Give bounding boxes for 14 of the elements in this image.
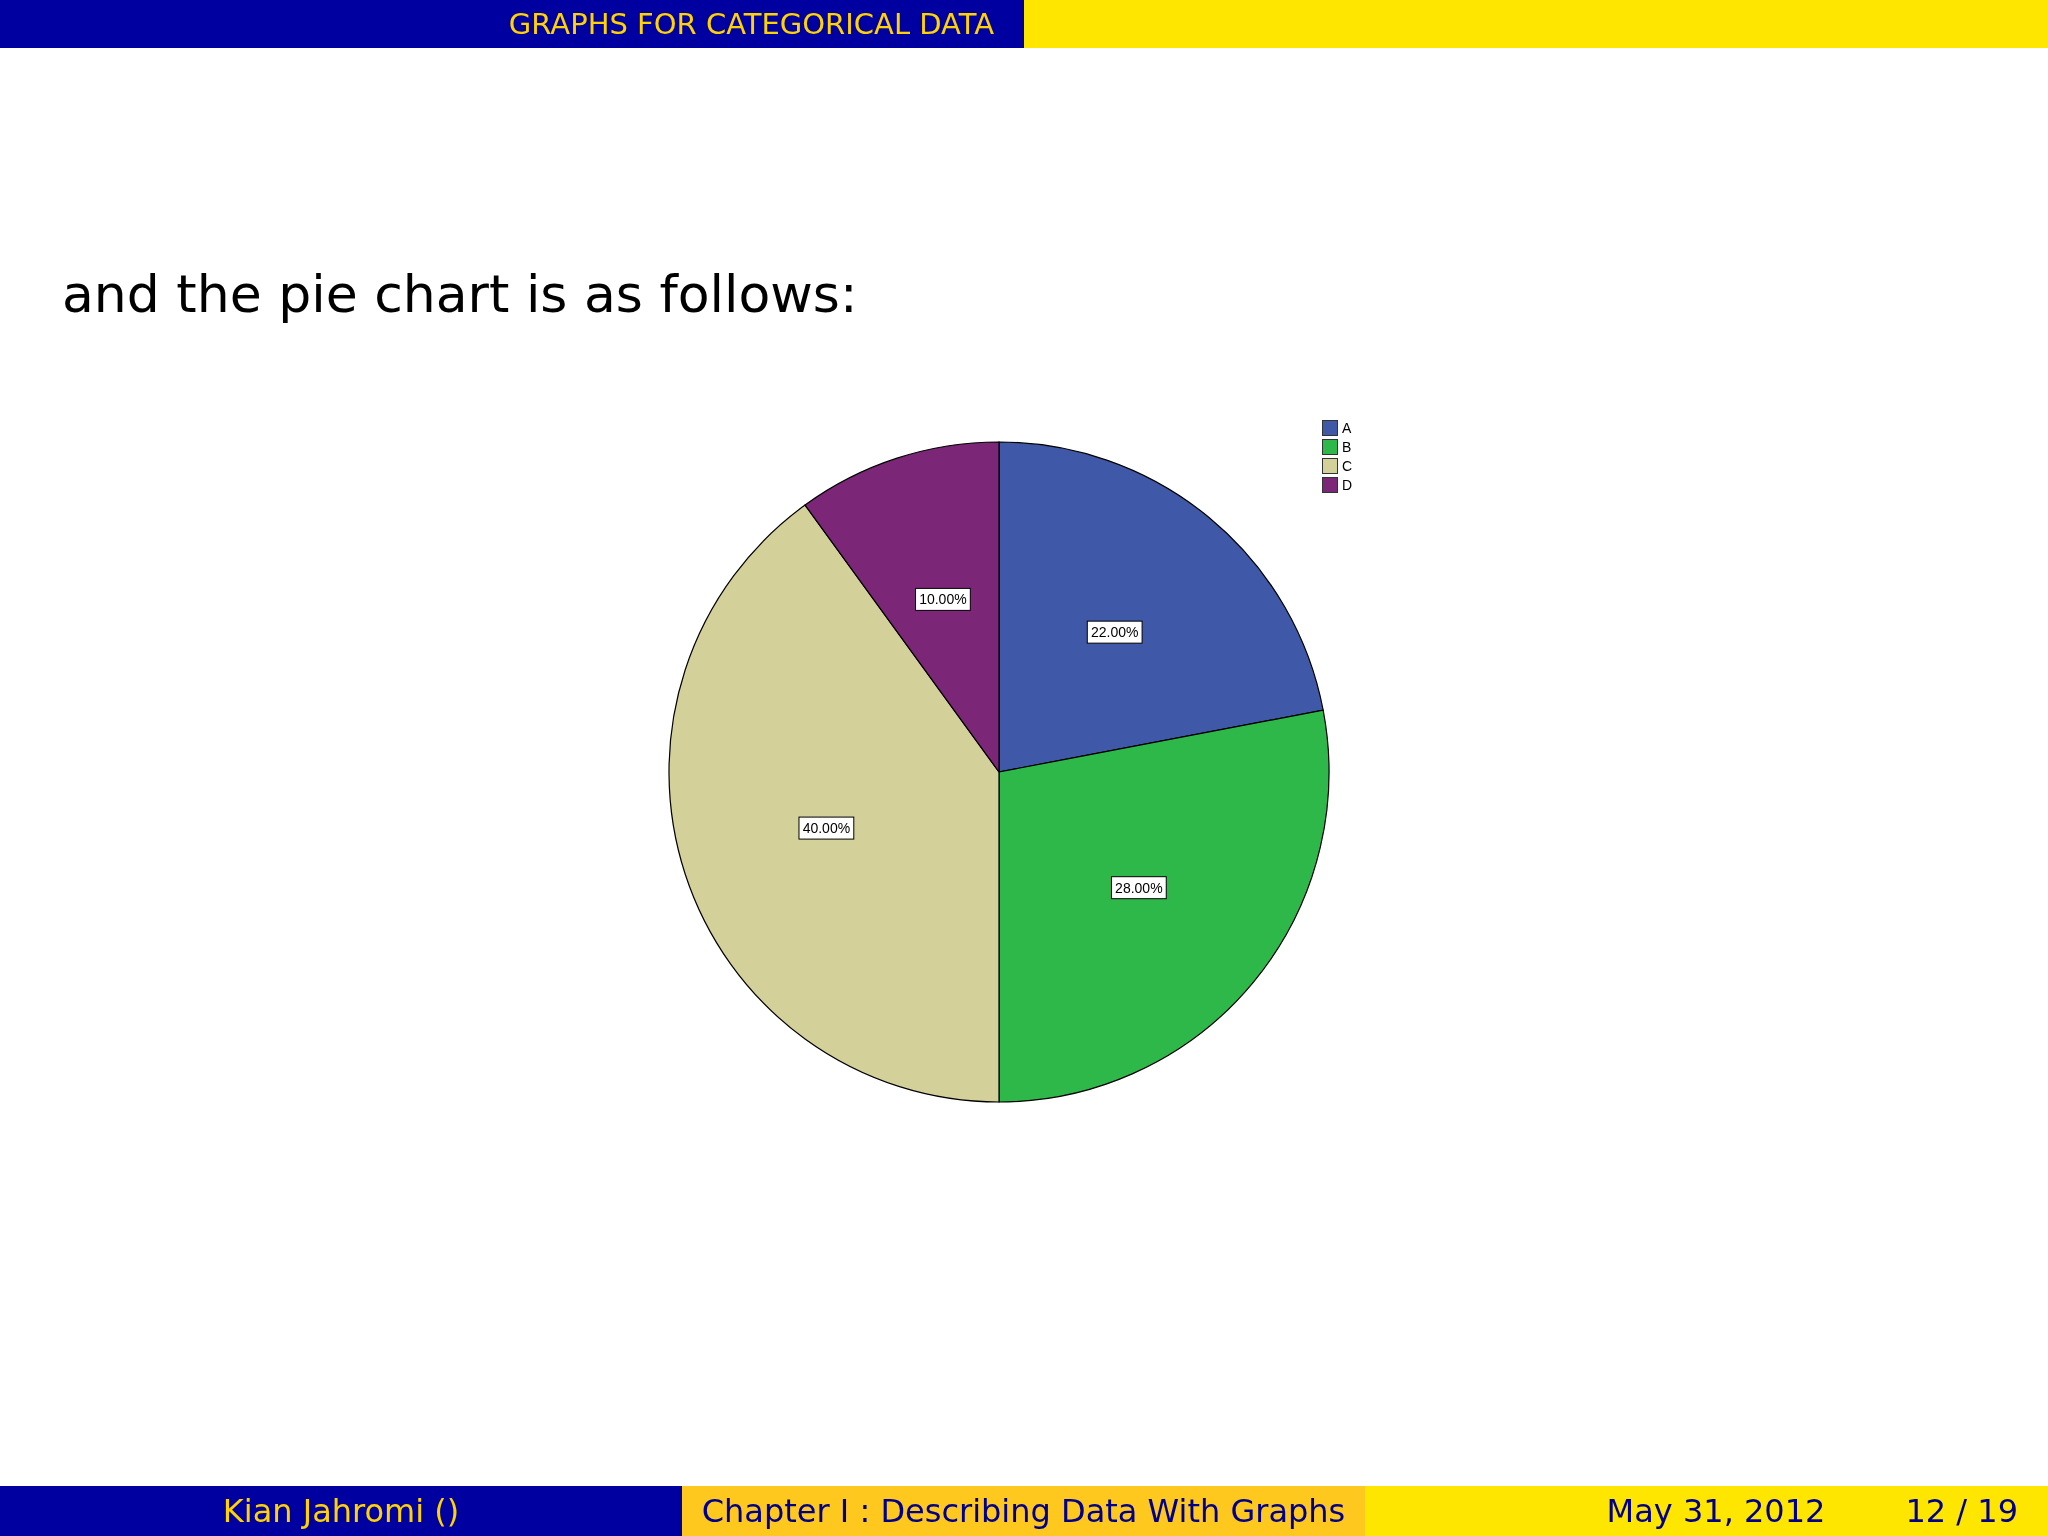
- text: Kian Jahromi (): [222, 1492, 460, 1530]
- legend-label: A: [1342, 419, 1352, 436]
- legend-label: D: [1342, 476, 1353, 493]
- data-label: 22.00%: [1090, 624, 1139, 641]
- data-label: 10.00%: [919, 591, 967, 608]
- chart-subtitle: and the pie chart is as follows:: [62, 264, 858, 324]
- data-label: 40.00%: [802, 820, 851, 837]
- legend-label: B: [1342, 438, 1352, 455]
- chart-title: GRAPHS FOR CATEGORICAL DATA: [508, 7, 994, 41]
- text: 12 / 19: [1905, 1492, 2018, 1530]
- data-label: 28.00%: [1115, 879, 1163, 896]
- legend-label: C: [1342, 457, 1353, 474]
- text: May 31, 2012: [1606, 1492, 1826, 1530]
- text: Chapter I : Describing Data With Graphs: [701, 1492, 1346, 1530]
